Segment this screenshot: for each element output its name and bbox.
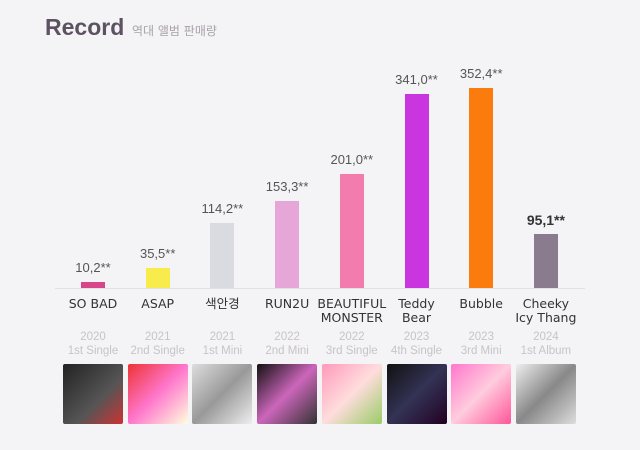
album-cover bbox=[451, 364, 512, 424]
bar bbox=[210, 223, 235, 288]
value-label: 35,5** bbox=[139, 245, 176, 261]
bar bbox=[339, 173, 364, 288]
bar bbox=[469, 88, 494, 288]
release-label: 1st Mini bbox=[202, 345, 243, 357]
year-label: 2024 bbox=[533, 331, 559, 343]
album-cover bbox=[63, 364, 123, 424]
bar bbox=[533, 234, 558, 288]
value-label: 10,2** bbox=[75, 260, 111, 276]
year-label: 2023 bbox=[403, 331, 430, 343]
value-label: 153,3** bbox=[265, 178, 309, 194]
bar bbox=[81, 282, 105, 288]
category-label: SO BAD bbox=[68, 296, 118, 311]
baseline bbox=[55, 288, 585, 289]
release-label: 2nd Mini bbox=[265, 345, 309, 357]
category-label: Teddy Bear bbox=[398, 296, 435, 325]
category-label: Cheeky Icy Thang bbox=[515, 296, 577, 325]
bar bbox=[145, 267, 170, 288]
bar bbox=[275, 200, 300, 288]
category-label: ASAP bbox=[141, 296, 175, 311]
album-cover bbox=[257, 364, 318, 424]
year-label: 2022 bbox=[339, 331, 365, 343]
value-label: 95,1** bbox=[526, 212, 565, 229]
category-label: 색안경 bbox=[205, 296, 240, 311]
release-label: 1st Album bbox=[520, 345, 572, 357]
release-label: 3rd Mini bbox=[460, 345, 502, 357]
year-label: 2021 bbox=[144, 331, 171, 343]
album-cover bbox=[515, 364, 576, 424]
album-cover bbox=[386, 364, 447, 424]
year-label: 2021 bbox=[209, 331, 236, 343]
release-label: 2nd Single bbox=[130, 345, 185, 357]
category-label: Bubble bbox=[459, 296, 503, 311]
value-label: 201,0** bbox=[330, 151, 374, 167]
chart-title: Record bbox=[45, 14, 125, 40]
value-label: 341,0** bbox=[395, 72, 438, 88]
category-label: RUN2U bbox=[264, 296, 310, 311]
value-label: 114,2** bbox=[201, 201, 244, 217]
value-label: 352,4** bbox=[459, 66, 503, 81]
year-label: 2022 bbox=[274, 331, 300, 343]
year-label: 2023 bbox=[468, 331, 494, 343]
album-cover bbox=[192, 364, 253, 424]
release-label: 1st Single bbox=[67, 345, 119, 357]
release-label: 4th Single bbox=[390, 345, 443, 357]
chart-subtitle: 역대 앨범 판매량 bbox=[132, 24, 217, 38]
year-label: 2020 bbox=[80, 331, 106, 343]
category-label: BEAUTIFUL MONSTER bbox=[317, 296, 387, 325]
release-label: 3rd Single bbox=[325, 345, 378, 357]
album-cover bbox=[127, 364, 188, 424]
bar bbox=[404, 94, 429, 288]
album-cover bbox=[321, 364, 382, 424]
